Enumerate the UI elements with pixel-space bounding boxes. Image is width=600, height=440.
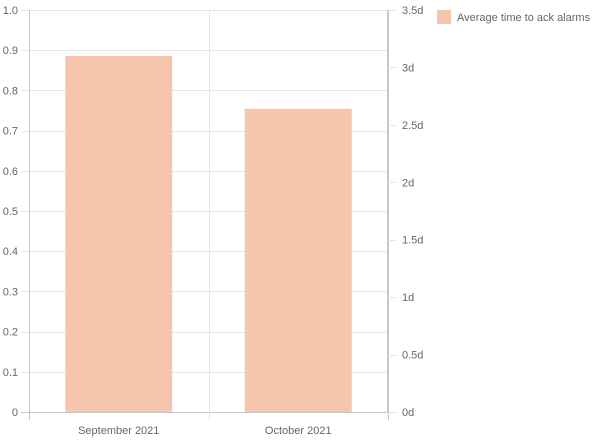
x-axis: September 2021 October 2021: [78, 425, 332, 437]
legend-label: Average time to ack alarms: [457, 12, 591, 24]
legend-swatch: [437, 10, 451, 24]
y-left-tick-label: 0.7: [3, 126, 18, 138]
y-right-tick-label: 1.5d: [402, 235, 423, 247]
axes: [387, 10, 396, 413]
y-left-tick-label: 0.3: [3, 286, 18, 298]
y-right-tick-label: 1d: [402, 292, 414, 304]
x-tick-label: September 2021: [78, 425, 159, 437]
y-right-tick-label: 3d: [402, 62, 414, 74]
y-left-tick-label: 0.2: [3, 327, 18, 339]
y-right-tick-label: 0.5d: [402, 350, 423, 362]
y-left-tick-label: 0.9: [3, 45, 18, 57]
y-left-tick-label: 0.4: [3, 246, 18, 258]
y-left-tick-label: 0: [12, 407, 18, 419]
y-left-tick-label: 0.1: [3, 367, 18, 379]
x-tick-label: October 2021: [265, 425, 332, 437]
y-axis-right: 0d 0.5d 1d 1.5d 2d 2.5d 3d 3.5d: [402, 5, 423, 419]
y-left-tick-label: 1.0: [3, 5, 18, 17]
bar: [244, 108, 352, 412]
y-right-tick-label: 3.5d: [402, 5, 423, 17]
bars: [65, 55, 352, 412]
y-axis-left: 0 0.1 0.2 0.3 0.4 0.5 0.6 0.7 0.8 0.9 1.0: [3, 5, 18, 419]
y-left-tick-label: 0.5: [3, 206, 18, 218]
y-right-tick-label: 2d: [402, 177, 414, 189]
bar: [65, 55, 173, 412]
y-right-tick-label: 2.5d: [402, 120, 423, 132]
y-left-tick-label: 0.8: [3, 85, 18, 97]
y-right-tick-label: 0d: [402, 407, 414, 419]
y-left-tick-label: 0.6: [3, 166, 18, 178]
legend: Average time to ack alarms: [437, 10, 591, 24]
